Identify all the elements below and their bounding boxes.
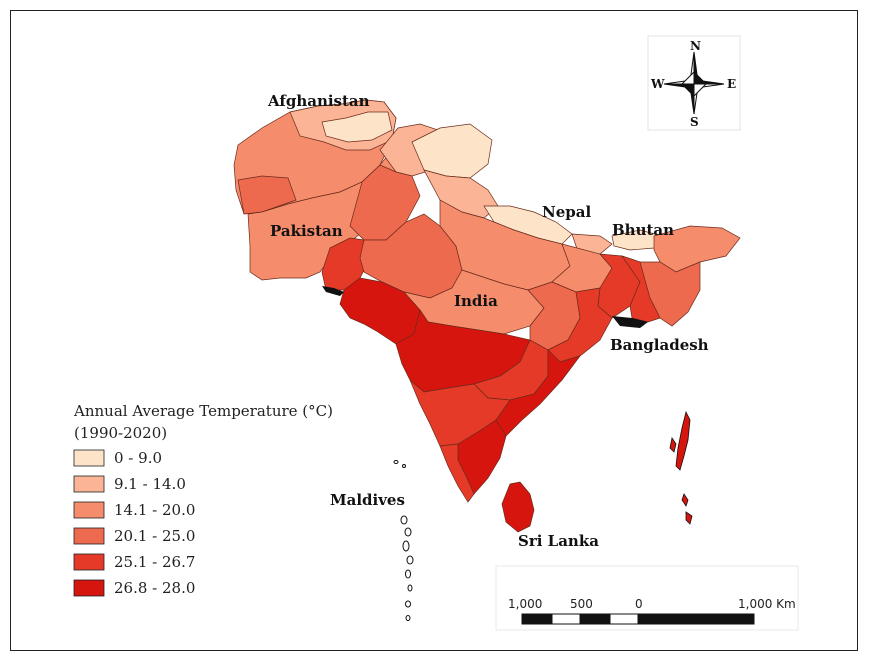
legend-swatch xyxy=(73,553,105,571)
compass-w: W xyxy=(650,77,665,91)
legend-label: 25.1 - 26.7 xyxy=(114,553,195,571)
legend-swatch xyxy=(73,501,105,519)
legend-label: 0 - 9.0 xyxy=(114,449,162,467)
legend-subtitle: (1990-2020) xyxy=(74,424,167,442)
legend-swatch xyxy=(73,527,105,545)
label-pakistan: Pakistan xyxy=(270,222,343,240)
region-afghanistan-south xyxy=(237,175,297,215)
maldives-islands xyxy=(393,460,414,621)
legend-items: 0 - 9.0 9.1 - 14.0 14.1 - 20.0 20.1 - 25.0 2… xyxy=(73,449,195,597)
compass-icon xyxy=(663,51,725,115)
compass-n: N xyxy=(690,39,701,53)
andaman-islands xyxy=(669,410,693,525)
compass-s: S xyxy=(690,115,699,129)
country-labels: Afghanistan Pakistan India Nepal Bhutan … xyxy=(267,92,709,550)
region-pakistan-punjab xyxy=(349,164,421,241)
legend-swatch xyxy=(73,475,105,493)
compass-e: E xyxy=(727,77,736,91)
label-india: India xyxy=(454,292,498,310)
legend-swatch xyxy=(73,579,105,597)
coast-gujarat xyxy=(322,286,344,296)
legend-label: 20.1 - 25.0 xyxy=(114,527,195,545)
scale-seg-5 xyxy=(637,613,755,625)
legend-label: 9.1 - 14.0 xyxy=(114,475,186,493)
label-bangladesh: Bangladesh xyxy=(610,336,709,354)
region-northeast xyxy=(653,225,741,273)
region-kerala xyxy=(439,443,475,503)
legend: Annual Average Temperature (°C) (1990-20… xyxy=(73,402,333,597)
label-bhutan: Bhutan xyxy=(612,221,674,239)
label-nepal: Nepal xyxy=(542,203,591,221)
legend-label: 26.8 - 28.0 xyxy=(114,579,195,597)
scale-label-mid: 500 xyxy=(570,597,593,611)
coast-bengal xyxy=(612,316,648,328)
map-regions xyxy=(233,99,741,621)
scale-label-right: 1,000 Km xyxy=(738,597,796,611)
region-sri-lanka xyxy=(501,481,535,533)
label-sri-lanka: Sri Lanka xyxy=(518,532,599,550)
region-afghanistan-cold xyxy=(321,111,393,143)
legend-title: Annual Average Temperature (°C) xyxy=(73,402,333,420)
map-frame xyxy=(10,10,858,651)
scale-bar: 1,000 500 0 1,000 Km xyxy=(495,565,799,631)
scale-seg-3 xyxy=(579,613,611,625)
compass-rose: N S E W xyxy=(647,35,741,131)
scale-seg-4 xyxy=(609,613,639,625)
legend-label: 14.1 - 20.0 xyxy=(114,501,195,519)
scale-label-zero: 0 xyxy=(635,597,643,611)
scale-label-left: 1,000 xyxy=(508,597,542,611)
scale-seg-2 xyxy=(551,613,581,625)
label-afghanistan: Afghanistan xyxy=(267,92,370,110)
scale-seg-1 xyxy=(521,613,553,625)
label-maldives: Maldives xyxy=(330,491,405,509)
legend-swatch xyxy=(73,449,105,467)
